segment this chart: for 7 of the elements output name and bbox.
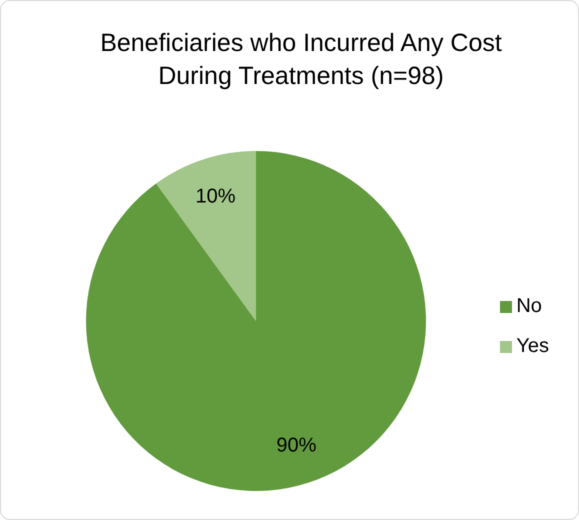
pie-slice: [86, 151, 426, 491]
chart-title: Beneficiaries who Incurred Any Cost During Treatments (n=98): [99, 28, 503, 92]
data-label: 90%: [276, 434, 317, 456]
legend-label: Yes: [516, 335, 549, 357]
data-label: 10%: [196, 186, 236, 208]
pie-slice: [156, 151, 256, 321]
legend-label: No: [516, 295, 542, 317]
